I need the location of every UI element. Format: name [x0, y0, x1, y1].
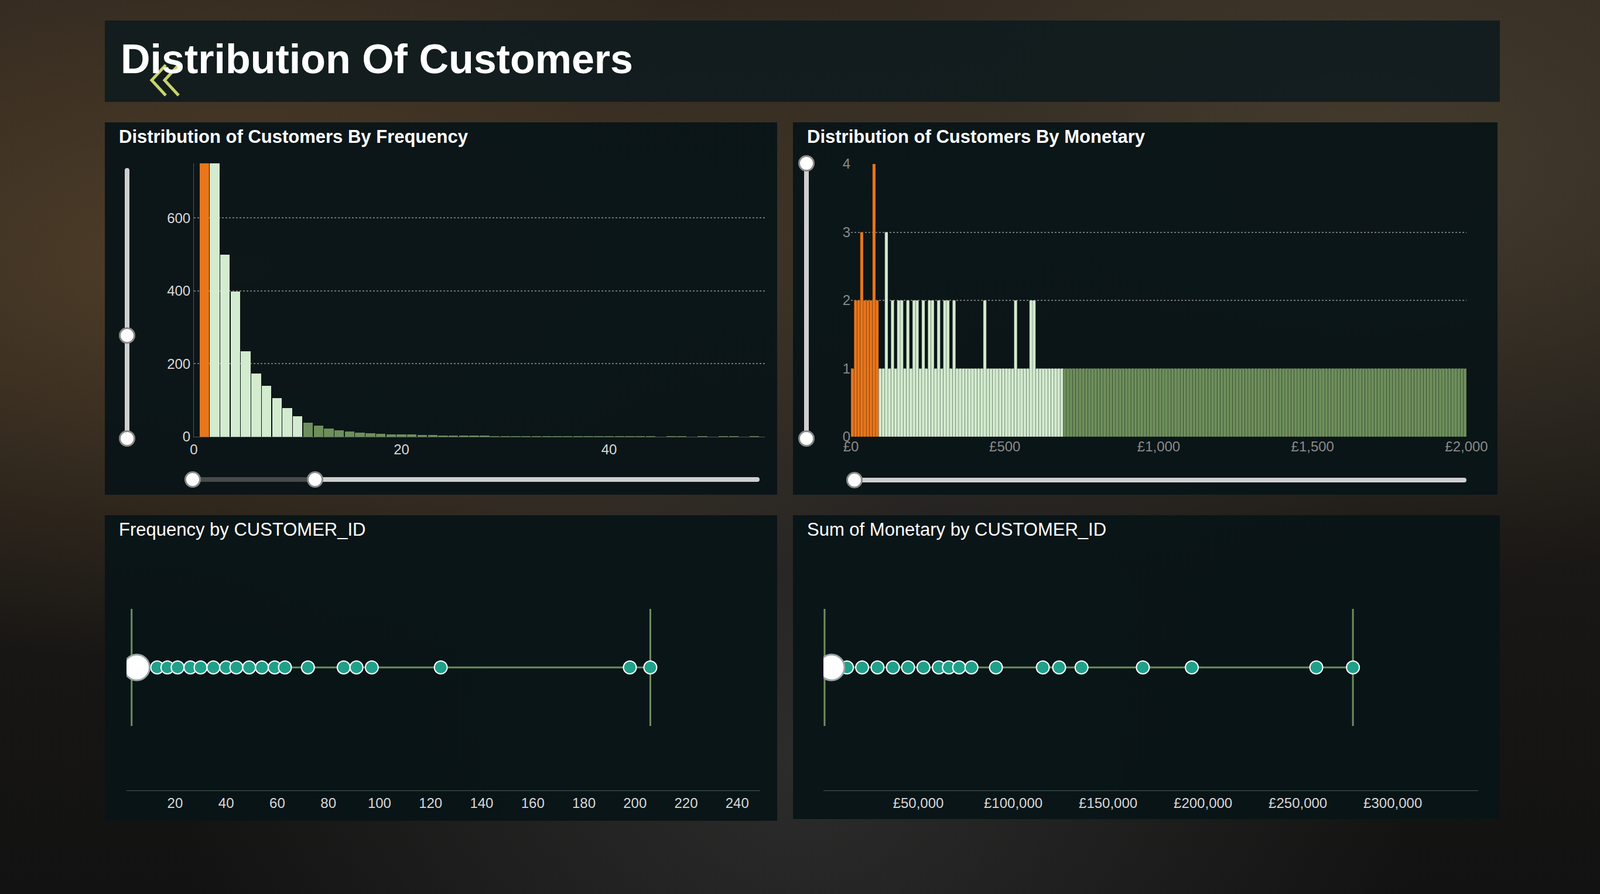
svg-text:200: 200: [623, 795, 647, 812]
svg-text:0: 0: [182, 428, 191, 445]
svg-text:Distribution of Customers By M: Distribution of Customers By Monetary: [807, 126, 1146, 147]
svg-text:120: 120: [418, 795, 443, 812]
svg-text:3: 3: [842, 224, 851, 241]
svg-text:80: 80: [320, 795, 337, 812]
svg-text:£100,000: £100,000: [983, 795, 1043, 812]
svg-text:2: 2: [842, 292, 851, 309]
svg-text:160: 160: [521, 795, 545, 812]
svg-text:1: 1: [842, 360, 851, 377]
svg-text:140: 140: [469, 795, 494, 812]
svg-text:200: 200: [166, 356, 191, 372]
svg-text:20: 20: [393, 441, 410, 458]
svg-text:4: 4: [842, 155, 851, 172]
svg-text:400: 400: [166, 282, 191, 299]
html-text:Distribution Of Customers: Distribution Of Customers: [120, 36, 634, 82]
svg-text:£150,000: £150,000: [1078, 795, 1138, 812]
svg-text:40: 40: [218, 795, 235, 812]
svg-text:40: 40: [601, 441, 618, 458]
svg-text:20: 20: [167, 795, 184, 812]
svg-text:£1,000: £1,000: [1137, 438, 1181, 455]
svg-text:Frequency by CUSTOMER_ID: Frequency by CUSTOMER_ID: [118, 519, 367, 540]
svg-text:£200,000: £200,000: [1173, 795, 1233, 812]
svg-text:Sum of Monetary by CUSTOMER_ID: Sum of Monetary by CUSTOMER_ID: [807, 519, 1107, 540]
svg-text:180: 180: [572, 795, 596, 812]
svg-text:60: 60: [269, 795, 286, 812]
svg-text:£0: £0: [843, 438, 860, 455]
svg-text:£500: £500: [989, 438, 1021, 455]
svg-text:220: 220: [674, 795, 698, 812]
svg-text:£250,000: £250,000: [1268, 795, 1328, 812]
svg-text:£300,000: £300,000: [1363, 795, 1422, 812]
svg-text:600: 600: [166, 210, 191, 227]
svg-text:£50,000: £50,000: [893, 795, 945, 812]
svg-text:100: 100: [367, 795, 392, 812]
svg-text:240: 240: [725, 795, 750, 812]
svg-text:£1,500: £1,500: [1291, 438, 1335, 455]
svg-text:0: 0: [189, 441, 198, 458]
svg-text:£2,000: £2,000: [1444, 438, 1488, 455]
svg-text:0: 0: [842, 428, 851, 445]
svg-text:Distribution of Customers By F: Distribution of Customers By Frequency: [118, 126, 469, 147]
